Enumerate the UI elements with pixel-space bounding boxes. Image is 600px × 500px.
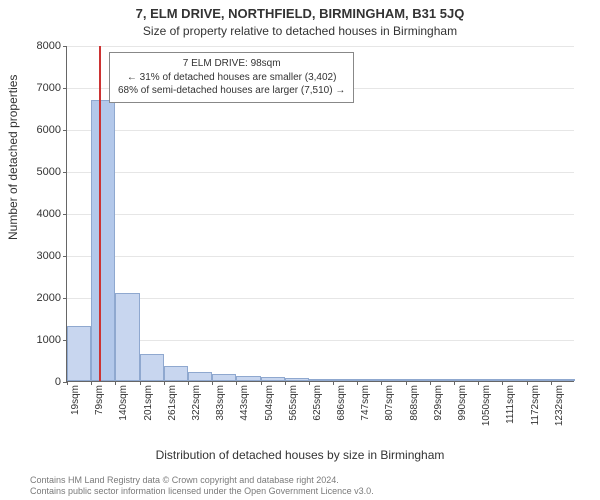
xtick-label: 625sqm [312,385,323,421]
xtick-label: 1232sqm [554,385,565,426]
histogram-bar [188,372,212,381]
histogram-bar [236,376,260,381]
annotation-box: 7 ELM DRIVE: 98sqm ← 31% of detached hou… [109,52,354,103]
ytick-label: 1000 [37,334,61,346]
histogram-bar [430,379,454,381]
page-title: 7, ELM DRIVE, NORTHFIELD, BIRMINGHAM, B3… [0,6,600,21]
xtick-label: 19sqm [70,385,81,415]
xtick-label: 1172sqm [530,385,541,425]
xtick-mark [502,381,503,385]
histogram-bar [406,379,430,381]
ytick-label: 2000 [37,292,61,304]
histogram-bar [164,366,188,381]
xtick-label: 383sqm [215,385,226,421]
histogram-bar [381,379,405,381]
footer-line-1: Contains HM Land Registry data © Crown c… [30,475,590,487]
xtick-mark [527,381,528,385]
xtick-mark [551,381,552,385]
ytick-mark [63,298,67,299]
xtick-label: 565sqm [288,385,299,421]
ytick-mark [63,46,67,47]
xtick-mark [285,381,286,385]
ytick-label: 0 [55,376,61,388]
histogram-bar [115,293,139,381]
xtick-mark [333,381,334,385]
annotation-line-3: 68% of semi-detached houses are larger (… [118,84,345,98]
footer-line-2: Contains public sector information licen… [30,486,590,498]
xtick-label: 201sqm [143,385,154,421]
histogram-bar [212,374,236,381]
ytick-label: 6000 [37,124,61,136]
annotation-line-2: ← 31% of detached houses are smaller (3,… [118,71,345,85]
ytick-mark [63,88,67,89]
histogram-bar [551,379,575,381]
xtick-mark [188,381,189,385]
xtick-label: 443sqm [239,385,250,421]
xtick-label: 929sqm [433,385,444,421]
xtick-mark [212,381,213,385]
xtick-label: 747sqm [360,385,371,421]
xtick-mark [261,381,262,385]
xtick-label: 868sqm [409,385,420,421]
xtick-label: 79sqm [94,385,105,415]
xtick-label: 261sqm [167,385,178,421]
xtick-mark [140,381,141,385]
ytick-mark [63,340,67,341]
property-marker-line [99,46,101,381]
chart-subtitle: Size of property relative to detached ho… [0,24,600,38]
ytick-mark [63,214,67,215]
histogram-bar [357,379,381,381]
histogram-bar [478,379,502,381]
plot-area: 7 ELM DRIVE: 98sqm ← 31% of detached hou… [66,46,574,382]
xtick-mark [430,381,431,385]
ytick-label: 3000 [37,250,61,262]
histogram-bar [309,379,333,381]
xtick-label: 1111sqm [505,385,516,424]
xtick-mark [67,381,68,385]
xtick-label: 990sqm [457,385,468,421]
annotation-line-1: 7 ELM DRIVE: 98sqm [118,57,345,71]
xtick-label: 807sqm [384,385,395,421]
histogram-bar [527,379,551,381]
xtick-mark [454,381,455,385]
histogram-bar [285,378,309,381]
ytick-label: 5000 [37,166,61,178]
ytick-mark [63,172,67,173]
xtick-mark [478,381,479,385]
histogram-bar [261,377,285,381]
xtick-label: 140sqm [118,385,129,421]
histogram-bar [140,354,164,381]
xtick-label: 1050sqm [481,385,492,426]
xtick-label: 504sqm [264,385,275,421]
histogram-bar [454,379,478,381]
y-axis-label: Number of detached properties [6,75,20,240]
histogram-bar [91,100,115,381]
ytick-label: 8000 [37,40,61,52]
xtick-mark [236,381,237,385]
histogram-bar [333,379,357,381]
histogram-bar [502,379,526,381]
xtick-mark [91,381,92,385]
ytick-mark [63,130,67,131]
xtick-mark [309,381,310,385]
x-axis-label: Distribution of detached houses by size … [0,448,600,462]
footer-attribution: Contains HM Land Registry data © Crown c… [30,475,590,498]
ytick-mark [63,256,67,257]
xtick-mark [164,381,165,385]
histogram-bar [67,326,91,381]
chart-container: 7, ELM DRIVE, NORTHFIELD, BIRMINGHAM, B3… [0,0,600,500]
xtick-mark [357,381,358,385]
ytick-label: 4000 [37,208,61,220]
ytick-label: 7000 [37,82,61,94]
xtick-label: 322sqm [191,385,202,421]
xtick-mark [406,381,407,385]
xtick-mark [115,381,116,385]
xtick-label: 686sqm [336,385,347,421]
xtick-mark [381,381,382,385]
